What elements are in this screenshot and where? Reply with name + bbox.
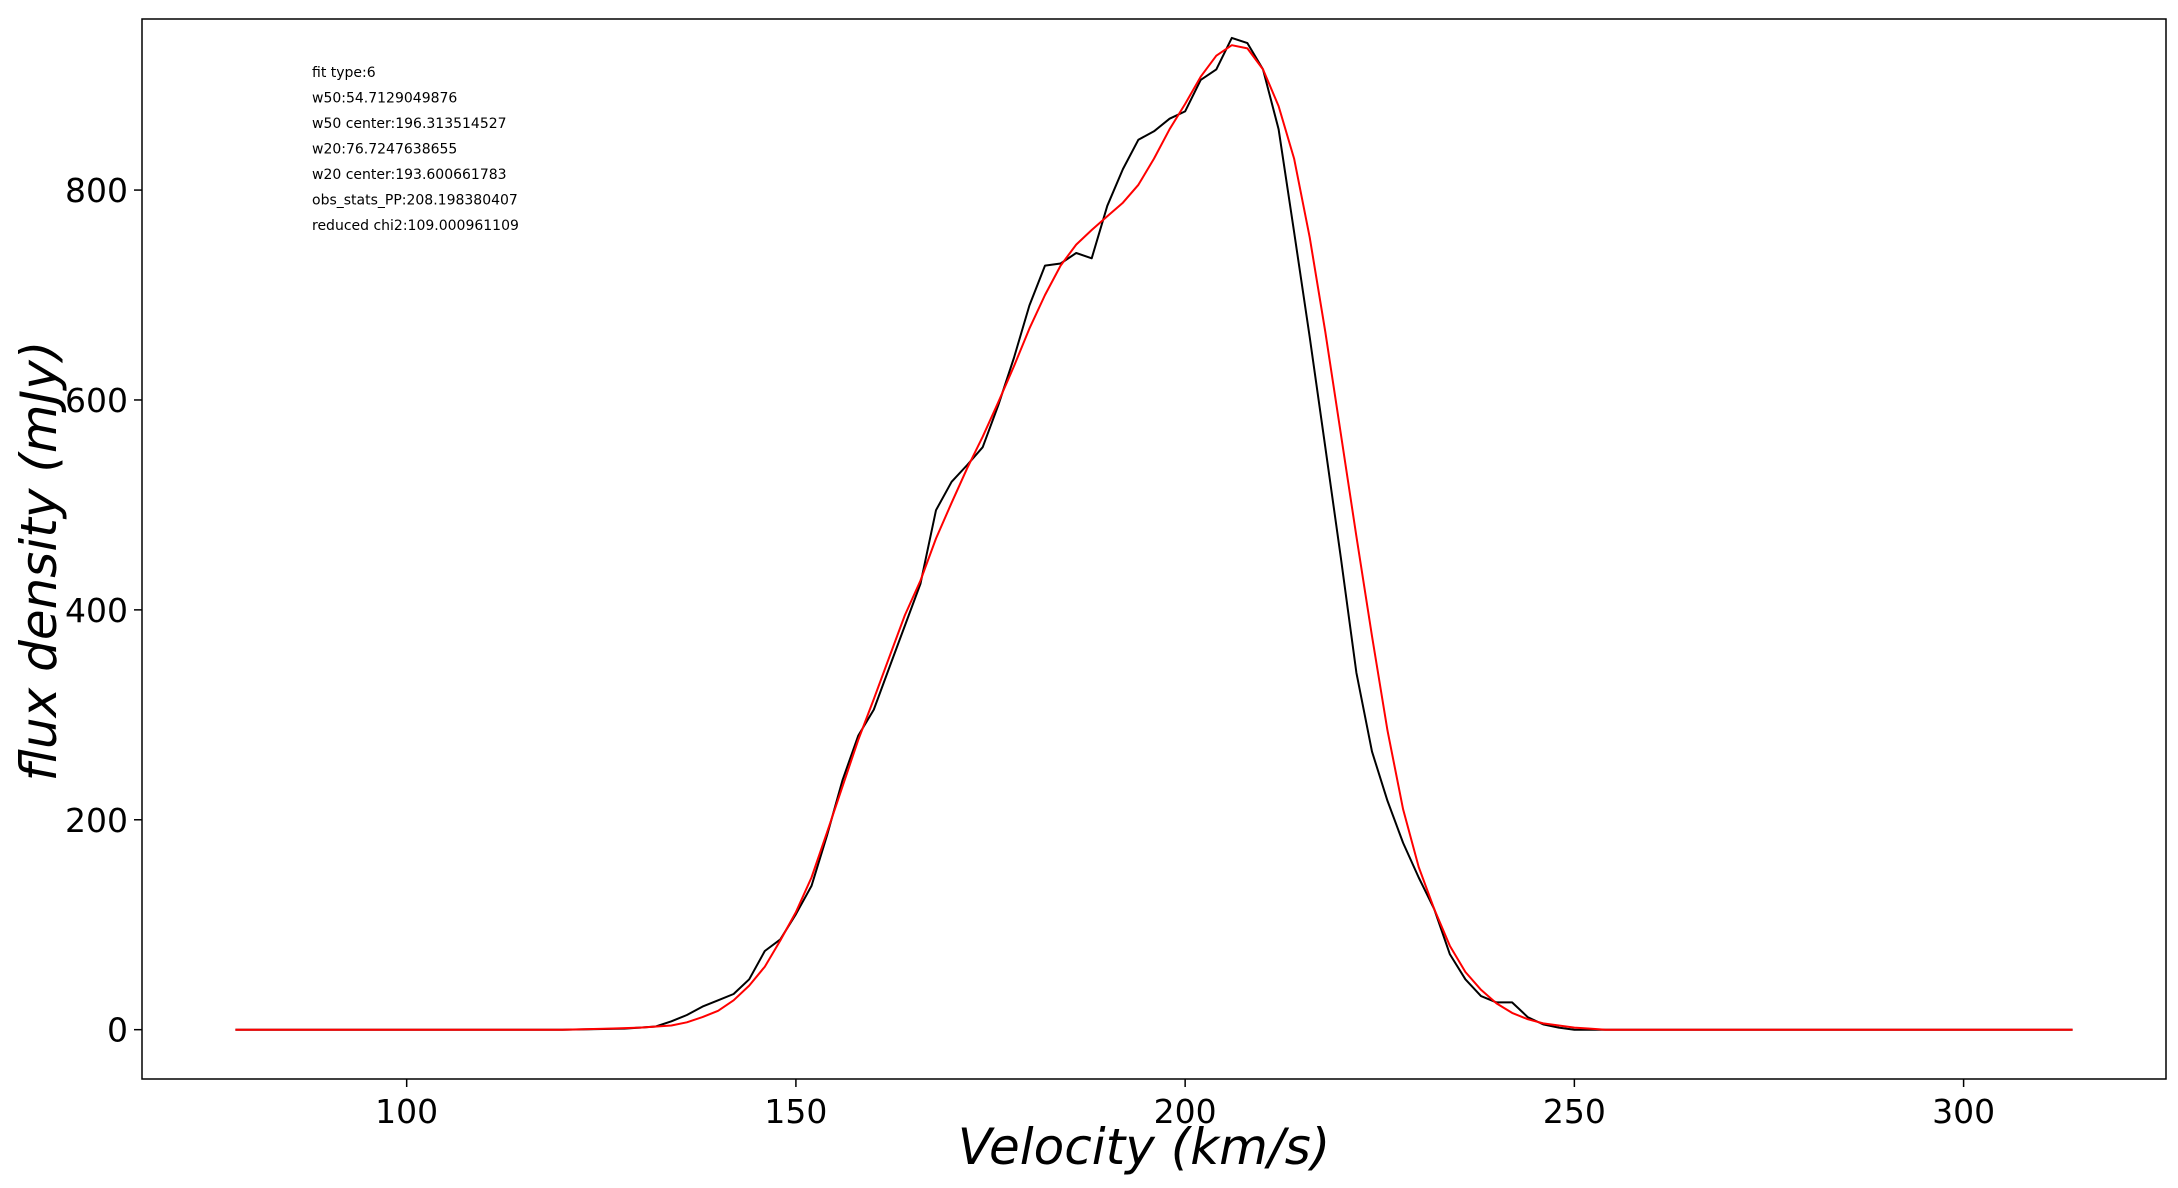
- plot-frame: [141, 18, 2167, 1080]
- observed-spectrum-line: [235, 36, 2073, 1031]
- fit-stat-annotation: reduced chi2:109.000961109: [312, 218, 519, 234]
- y-tick-label: 600: [65, 381, 128, 420]
- fit-stat-annotation: w50 center:196.313514527: [312, 116, 507, 132]
- x-tick-label: 250: [1543, 1092, 1606, 1131]
- x-tick-label: 100: [375, 1092, 438, 1131]
- fit-stat-annotation: obs_stats_PP:208.198380407: [312, 193, 518, 209]
- y-tick-label: 400: [65, 591, 128, 630]
- fit-stat-annotation: fit type:6: [312, 65, 376, 81]
- y-tick-label: 200: [65, 801, 128, 840]
- x-tick-label: 200: [1154, 1092, 1217, 1131]
- fit-stat-annotation: w50:54.7129049876: [312, 91, 457, 107]
- x-tick-label: 150: [764, 1092, 827, 1131]
- y-tick-label: 800: [65, 171, 128, 210]
- x-axis-title: Velocity (km/s): [958, 1118, 1331, 1176]
- y-axis-title: flux density (mJy): [10, 341, 68, 782]
- x-tick-label: 300: [1932, 1092, 1995, 1131]
- fit-stat-annotation: w20 center:193.600661783: [312, 167, 507, 183]
- y-tick-label: 0: [107, 1011, 128, 1050]
- fit-stat-annotation: w20:76.7247638655: [312, 142, 457, 158]
- model-fit-line: [235, 44, 2073, 1031]
